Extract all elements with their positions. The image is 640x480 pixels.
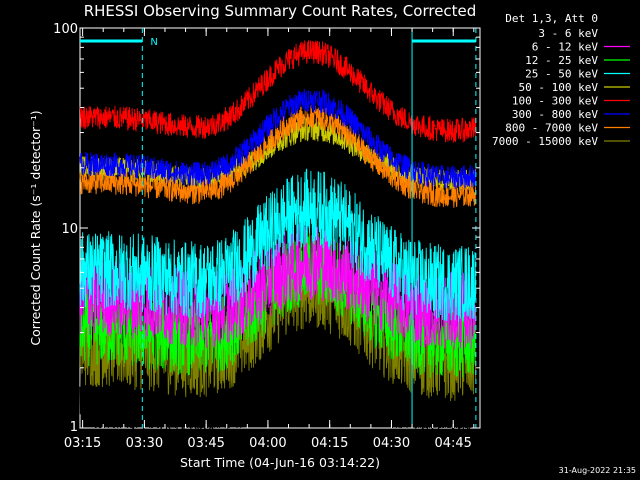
- series-300-800-kev: [79, 88, 477, 190]
- x-tick-label: 03:30: [126, 436, 163, 451]
- y-axis-label: Corrected Count Rate (s⁻¹ detector⁻¹): [28, 110, 43, 345]
- legend-label: 6 - 12 keV: [532, 41, 599, 54]
- y-axis-mid-tick: 10: [61, 222, 78, 237]
- legend-title: Det 1,3, Att 0: [505, 12, 598, 25]
- legend-label: 100 - 300 keV: [512, 95, 598, 108]
- x-tick-label: 03:45: [187, 436, 224, 451]
- y-axis-min-tick: 1: [70, 420, 78, 435]
- chart-title: RHESSI Observing Summary Count Rates, Co…: [84, 2, 477, 20]
- tick-layer: 03:15 03:30 03:45 04:00 04:15 04:30 04:45: [64, 27, 480, 451]
- legend-label: 300 - 800 keV: [512, 108, 598, 121]
- legend-label: 800 - 7000 keV: [505, 122, 598, 135]
- legend-label: 50 - 100 keV: [519, 81, 599, 94]
- series-100-300-kev: [79, 39, 477, 143]
- legend-label: 12 - 25 keV: [525, 54, 598, 67]
- x-tick-label: 04:30: [373, 436, 410, 451]
- x-axis-label: Start Time (04-Jun-16 03:14:22): [180, 455, 380, 470]
- series-25-50-kev: [79, 168, 477, 322]
- series-layer: [79, 39, 477, 430]
- timestamp: 31-Aug-2022 21:35: [559, 466, 636, 475]
- series-6-12-kev: [79, 224, 477, 350]
- x-tick-label: 04:00: [249, 436, 286, 451]
- legend-label: 3 - 6 keV: [538, 27, 598, 40]
- series-800-7000-kev: [79, 104, 477, 208]
- legend-label: 25 - 50 keV: [525, 68, 598, 81]
- x-tick-label: 04:45: [434, 436, 471, 451]
- x-tick-label: 03:15: [64, 436, 101, 451]
- marker-layer: N: [80, 28, 477, 428]
- x-tick-label: 04:15: [311, 436, 348, 451]
- legend-label: 7000 - 15000 keV: [492, 135, 598, 148]
- night-flag-label: N: [150, 37, 157, 48]
- y-axis-max-tick: 100: [53, 22, 78, 37]
